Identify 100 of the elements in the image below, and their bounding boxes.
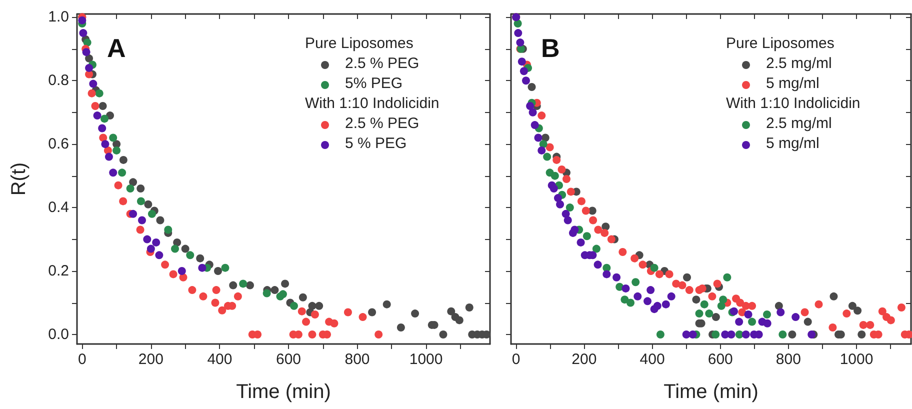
- legend-label: 5 mg/ml: [766, 135, 820, 152]
- point: [234, 292, 242, 300]
- point: [644, 297, 652, 306]
- point: [594, 226, 602, 234]
- point: [439, 330, 448, 338]
- point: [136, 197, 145, 206]
- point: [662, 300, 670, 308]
- point: [514, 20, 522, 28]
- point: [93, 112, 102, 120]
- point: [634, 292, 642, 300]
- point: [298, 293, 307, 302]
- point: [886, 316, 895, 324]
- point: [566, 188, 575, 196]
- point: [550, 172, 559, 180]
- point: [143, 235, 152, 244]
- point: [612, 273, 621, 282]
- point: [520, 67, 528, 76]
- point: [748, 302, 756, 310]
- point: [539, 140, 548, 148]
- point: [514, 29, 522, 38]
- point: [763, 310, 771, 318]
- point: [719, 296, 728, 304]
- point: [196, 254, 204, 262]
- point: [262, 289, 271, 298]
- point: [104, 152, 113, 161]
- point: [582, 232, 591, 240]
- point: [692, 296, 700, 304]
- x-tick-label: 1000: [409, 351, 443, 368]
- point: [246, 281, 254, 290]
- point: [570, 226, 579, 234]
- point: [774, 302, 783, 310]
- point: [178, 267, 186, 276]
- point: [620, 296, 629, 304]
- point: [83, 38, 92, 47]
- point: [602, 222, 610, 231]
- point: [543, 152, 552, 161]
- legend-label: 2.5 % PEG: [345, 55, 420, 72]
- point: [315, 302, 324, 310]
- point: [161, 260, 170, 269]
- point: [526, 102, 534, 110]
- point: [556, 200, 564, 208]
- y-tick-label: 0.8: [48, 72, 69, 90]
- point: [582, 206, 590, 215]
- point: [638, 260, 647, 269]
- point: [109, 168, 118, 177]
- y-tick-label: 0.4: [48, 199, 69, 216]
- point: [723, 273, 732, 282]
- point: [744, 310, 752, 318]
- point: [804, 318, 812, 326]
- point: [88, 89, 96, 98]
- point: [211, 298, 220, 307]
- point: [138, 216, 146, 224]
- annotation: Pure Liposomes: [726, 35, 834, 52]
- y-tick-label: 1.0: [48, 8, 69, 26]
- point: [854, 306, 862, 315]
- x-tick-label: 400: [640, 351, 665, 368]
- point: [98, 124, 106, 132]
- point: [447, 307, 456, 316]
- point: [594, 260, 602, 269]
- point: [186, 251, 194, 260]
- point: [119, 197, 128, 206]
- point: [630, 254, 639, 262]
- point: [842, 310, 851, 318]
- point: [155, 251, 164, 260]
- x-axis-title: Time (min): [664, 381, 758, 403]
- point: [173, 238, 182, 246]
- point: [897, 304, 906, 312]
- point: [646, 286, 655, 294]
- legend-label: 5 % PEG: [345, 135, 407, 152]
- point: [564, 216, 572, 224]
- point: [618, 248, 627, 256]
- x-tick-label: 0: [512, 351, 520, 368]
- point: [748, 318, 756, 326]
- point: [538, 112, 546, 120]
- point: [800, 308, 809, 316]
- point: [695, 310, 704, 318]
- x-tick-label: 400: [207, 351, 232, 368]
- point: [655, 270, 664, 278]
- point: [858, 330, 866, 338]
- point: [411, 310, 420, 318]
- point: [229, 281, 238, 290]
- point: [146, 244, 155, 253]
- point: [212, 286, 220, 294]
- point: [688, 330, 697, 338]
- point: [129, 210, 138, 218]
- point: [685, 286, 694, 294]
- point: [552, 156, 561, 164]
- text: A: [107, 33, 126, 63]
- x-axis-title: Time (min): [236, 381, 331, 403]
- point: [562, 210, 570, 218]
- point: [181, 244, 190, 253]
- point: [358, 313, 367, 322]
- point: [302, 318, 310, 326]
- point: [678, 281, 686, 290]
- point: [136, 226, 144, 234]
- point: [99, 134, 108, 142]
- point: [298, 307, 306, 316]
- point: [814, 300, 823, 308]
- x-tick-label: 600: [708, 351, 733, 368]
- point: [705, 310, 714, 318]
